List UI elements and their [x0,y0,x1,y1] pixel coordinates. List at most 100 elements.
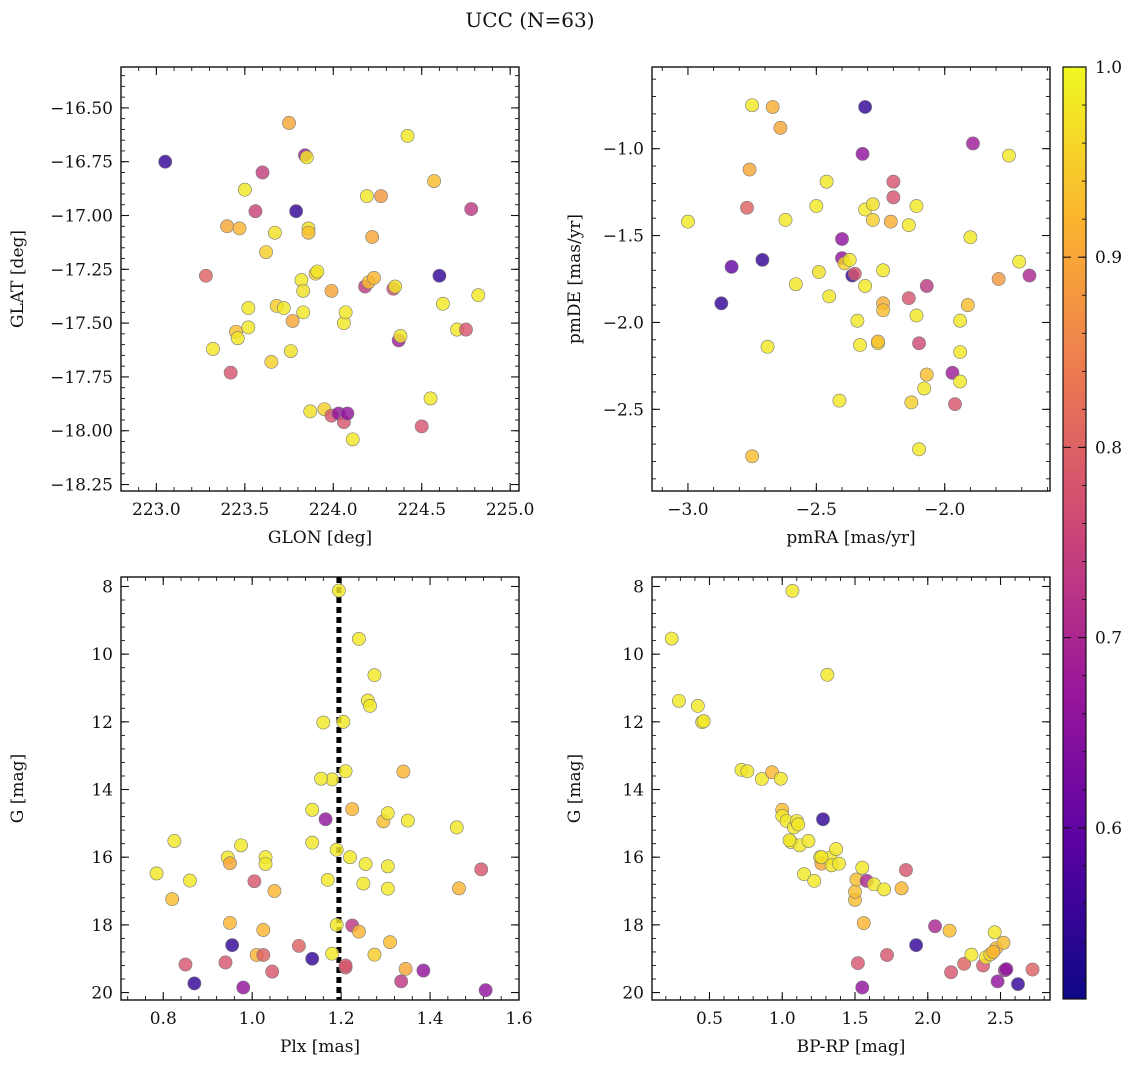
x-tick-label: 2.0 [914,1009,941,1029]
y-tick-label: 20 [622,984,644,1004]
scatter-point [223,915,237,930]
scatter-point [942,923,957,938]
scatter-point [241,301,256,315]
y-tick-label: 8 [102,577,113,597]
colorbar: 0.6 0.7 0.8 0.9 1.0 [1062,58,1122,1000]
scatter-point [782,833,797,848]
x-tick-label: 223.5 [220,500,269,520]
scatter-point [948,397,962,412]
scatter-point [414,419,429,434]
scatter-point [996,935,1011,950]
y-tick-label: −2.5 [603,400,644,420]
scatter-point [742,162,757,177]
scatter-point [755,252,770,267]
scatter-point [886,174,901,189]
scatter-point [807,873,822,888]
scatter-point [367,668,382,683]
scatter-point [183,873,197,888]
scatter-point [223,856,237,871]
scatter-point [324,283,339,298]
scatter-point [388,279,403,294]
colorbar-tick-label: 0.7 [1095,629,1122,649]
colorbar-tick-label: 1.0 [1095,58,1122,78]
y-axis-label: GLAT [deg] [8,230,28,328]
scatter-point [912,442,926,457]
x-tick-label: 0.8 [150,1009,177,1029]
y-tick-label: 12 [622,713,644,733]
scatter-point [358,857,373,871]
scatter-point [894,881,909,896]
y-tick-label: 20 [91,984,113,1004]
scatter-point [282,116,296,130]
scatter-point [1011,977,1025,991]
scatter-point [459,322,473,337]
scatter-point [855,980,870,995]
scatter-point [289,204,304,219]
scatter-point [329,842,344,857]
scatter-point [320,872,335,887]
scatter-point [285,314,300,328]
scatter-point [325,946,340,961]
x-tick-label: 1.6 [505,1009,532,1029]
scatter-point [681,214,695,229]
scatter-point [953,313,968,328]
scatter-point [149,866,164,881]
scatter-point [345,802,360,817]
scatter-point [265,964,280,979]
panel-color-magnitude: 0.5 1.0 1.5 2.0 2.5 8 10 12 14 16 18 20 BP-RP [mag] G… [565,576,1051,1057]
scatter-point [230,331,245,346]
scatter-point [928,919,942,934]
scatter-point [909,308,924,323]
scatter-point [449,820,464,835]
scatter-point [876,263,890,278]
scatter-point [352,632,366,646]
scatter-point [374,189,388,204]
scatter-point [365,230,380,244]
scatter-point [329,917,344,932]
scatter-point [316,715,331,730]
scatter-point [858,279,873,293]
scatter-point [886,190,901,205]
colorbar-ticks: 0.6 0.7 0.8 0.9 1.0 [1063,58,1122,981]
scatter-points [158,116,486,447]
scatter-point [953,345,968,359]
scatter-point [812,265,826,279]
panel-parallax-magnitude: 0.8 1.0 1.2 1.4 1.6 8 10 12 14 16 18 20 Plx [mas] G [… [8,576,533,1057]
axes-frame [120,66,520,492]
scatter-point [432,268,447,283]
scatter-point [801,834,816,848]
scatter-point [912,336,926,351]
axes-frame [651,66,1051,492]
scatter-point [847,266,862,281]
scatter-point [310,264,325,279]
scatter-point [187,976,202,991]
scatter-point [856,916,871,931]
scatter-point [690,699,705,713]
scatter-point [960,298,975,312]
scatter-point [255,165,270,180]
colorbar-tick-label: 0.8 [1095,438,1122,458]
scatter-point [303,404,318,419]
scatter-point [256,948,271,962]
scatter-point [336,714,351,729]
y-tick-label: 12 [91,713,113,733]
scatter-point [223,365,238,380]
scatter-point [314,771,329,786]
scatter-point [258,857,273,871]
scatter-point [464,202,479,216]
scatter-point [809,199,824,213]
y-tick-label: −1.0 [603,140,644,160]
x-tick-label: 1.0 [769,1009,796,1029]
scatter-point [966,136,980,151]
scatter-point [953,374,968,389]
scatter-point [814,850,829,865]
scatter-point [945,365,960,380]
panel-glon-glat: 223.0 223.5 224.0 224.5 225.0 −16.50 −16.75 −17… [8,66,534,548]
scatter-point [773,771,788,786]
scatter-point [305,835,320,850]
y-tick-label: −18.00 [50,422,113,442]
scatter-point [883,214,898,229]
y-tick-label: −17.25 [50,260,113,280]
scatter-point [1022,268,1037,283]
